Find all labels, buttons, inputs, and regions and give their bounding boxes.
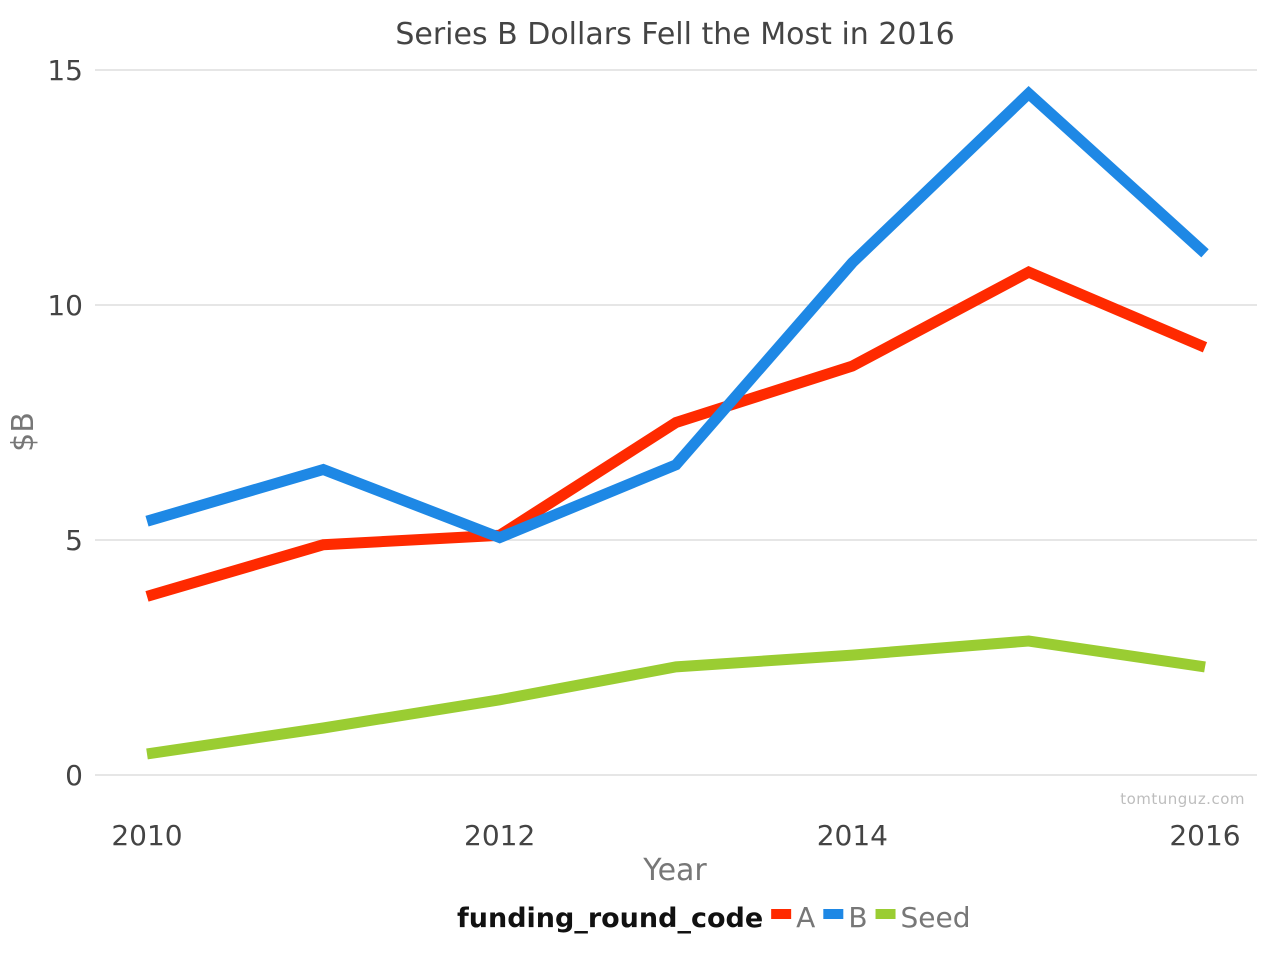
y-tick-label: 15 <box>47 54 83 87</box>
watermark: tomtunguz.com <box>1120 790 1245 808</box>
legend-swatch <box>771 909 792 919</box>
legend-item-seed: Seed <box>875 901 971 934</box>
legend-title: funding_round_code <box>457 903 763 934</box>
x-tick-label: 2012 <box>464 819 535 852</box>
gridlines <box>95 69 1257 776</box>
legend-item-b: B <box>823 901 868 934</box>
series-lines <box>145 85 1209 760</box>
legend-swatch <box>875 909 896 919</box>
series-line-b <box>145 85 1209 544</box>
legend-swatch <box>823 909 844 919</box>
x-tick-label: 2010 <box>111 819 182 852</box>
x-tick-label: 2014 <box>817 819 888 852</box>
y-tick-label: 5 <box>65 524 83 557</box>
series-line-seed <box>146 635 1206 760</box>
legend-item-a: A <box>771 901 815 934</box>
x-tick-label: 2016 <box>1169 819 1240 852</box>
chart-title: Series B Dollars Fell the Most in 2016 <box>395 17 954 52</box>
legend-label: A <box>796 901 815 934</box>
y-axis-title: $B <box>6 412 41 452</box>
legend-label: B <box>848 901 867 934</box>
y-axis-ticks: 0 5 10 15 <box>47 54 83 792</box>
x-axis-ticks: 2010 2012 2014 2016 <box>111 819 1240 852</box>
series-line-a <box>145 266 1208 602</box>
x-axis-title: Year <box>642 853 707 888</box>
legend-label: Seed <box>901 901 971 934</box>
legend-items: A B Seed <box>771 901 971 934</box>
legend: funding_round_code A B Seed <box>457 901 971 934</box>
y-tick-label: 0 <box>65 759 83 792</box>
y-tick-label: 10 <box>47 289 83 322</box>
